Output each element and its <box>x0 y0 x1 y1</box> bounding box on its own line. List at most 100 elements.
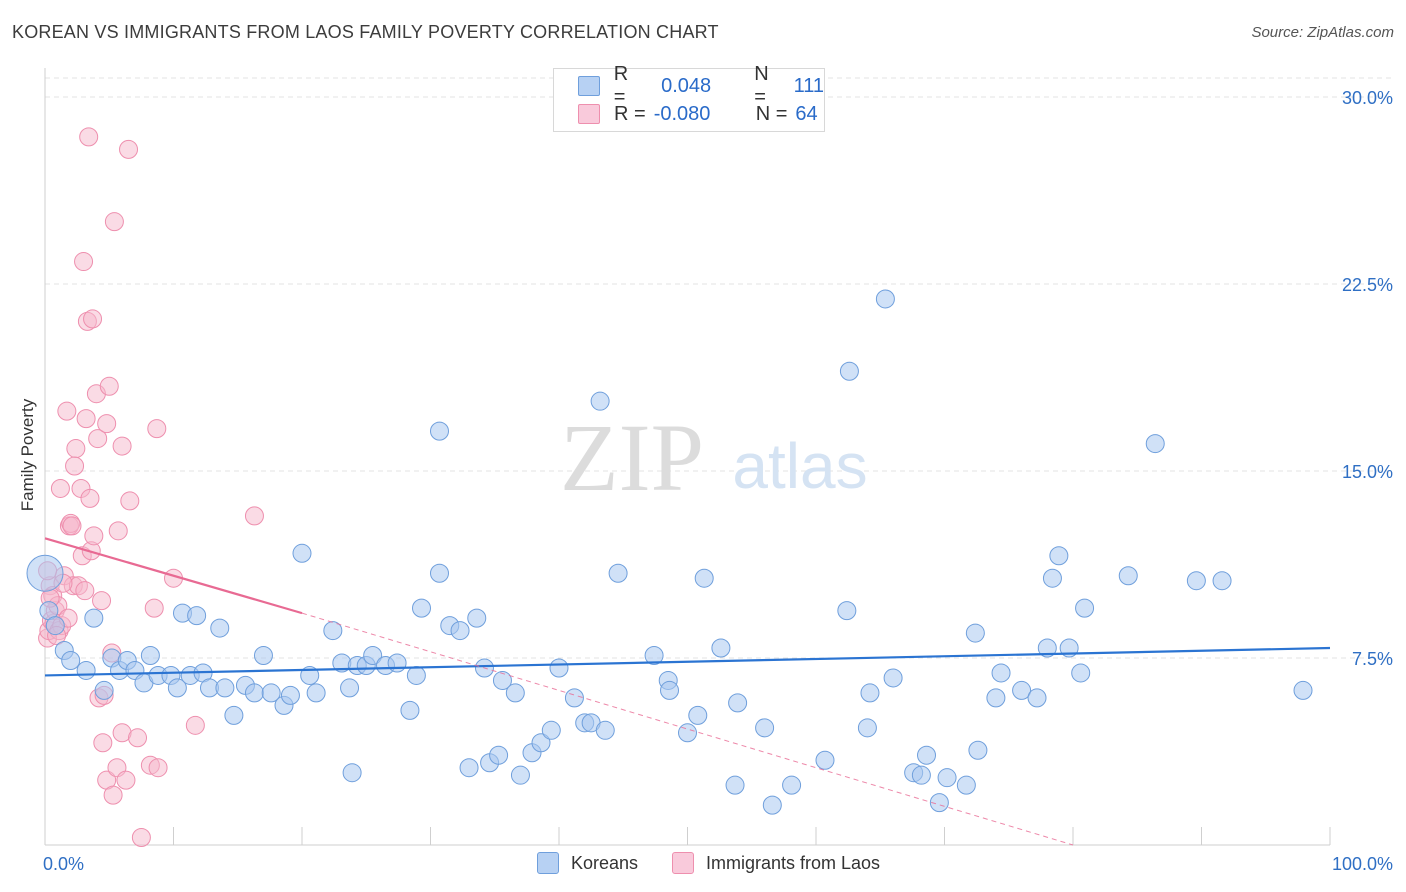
laos-n-label: N = <box>755 102 788 125</box>
korean-point-45 <box>412 598 432 618</box>
laos-legend-label: Immigrants from Laos <box>706 852 881 873</box>
laos-point-46 <box>120 491 140 511</box>
x-tick-label-1: 100.0% <box>1332 854 1393 874</box>
korean-point-50 <box>459 758 479 778</box>
laos-point-16 <box>65 456 85 476</box>
korean-point-51 <box>467 608 487 628</box>
korean-point-19 <box>187 606 207 626</box>
laos-point-63 <box>75 581 95 601</box>
korean-point-92 <box>956 775 976 795</box>
korean-point-22 <box>210 618 230 638</box>
korean-point-26 <box>244 683 264 703</box>
y-tick-label-3: 30.0% <box>1342 88 1393 108</box>
korean-point-41 <box>387 653 407 673</box>
korean-point-101 <box>1049 546 1069 566</box>
koreans-r-value: 0.048 <box>661 74 712 97</box>
korean-point-62 <box>564 688 584 708</box>
korean-point-100 <box>1042 568 1062 588</box>
korean-trend-line <box>44 646 1331 677</box>
laos-point-15 <box>66 439 86 459</box>
correlation-legend: R = 0.048 N = 111 R = -0.080 N = 64 <box>553 63 825 132</box>
laos-point-36 <box>99 376 119 396</box>
korean-point-83 <box>857 718 877 738</box>
axes <box>44 68 1331 846</box>
korean-point-74 <box>711 638 731 658</box>
laos-point-20 <box>74 252 94 272</box>
korean-point-31 <box>292 543 312 563</box>
laos-point-11 <box>57 401 77 421</box>
korean-point-16 <box>167 678 187 698</box>
korean-point-99 <box>1037 638 1057 658</box>
korean-point-105 <box>1118 566 1138 586</box>
laos-point-27 <box>84 526 104 546</box>
laos-point-47 <box>128 728 148 748</box>
korean-point-80 <box>815 750 835 770</box>
korean-point-4 <box>61 650 81 670</box>
y-tick-label-0: 7.5% <box>1352 649 1393 669</box>
grid-lines <box>45 77 1392 659</box>
korean-point-88 <box>911 765 931 785</box>
laos-point-60 <box>62 516 82 536</box>
korean-point-65 <box>590 391 610 411</box>
koreans-n-value: 111 <box>793 74 824 97</box>
laos-point-44 <box>116 770 136 790</box>
korean-point-27 <box>253 646 273 666</box>
laos-n-value: 64 <box>795 102 818 125</box>
korean-point-42 <box>342 763 362 783</box>
y-tick-label-2: 22.5% <box>1342 275 1393 295</box>
korean-point-5 <box>76 660 96 680</box>
laos-r-value: -0.080 <box>653 102 711 125</box>
laos-swatch <box>578 104 600 124</box>
korean-points <box>26 289 1313 815</box>
korean-point-39 <box>363 646 383 666</box>
korean-point-79 <box>782 775 802 795</box>
korean-point-76 <box>728 693 748 713</box>
y-tick-label-1: 15.0% <box>1342 462 1393 482</box>
koreans-swatch <box>578 76 600 96</box>
korean-point-91 <box>937 768 957 788</box>
laos-point-23 <box>79 127 99 147</box>
korean-point-93 <box>965 623 985 643</box>
korean-point-7 <box>94 680 114 700</box>
korean-point-78 <box>755 718 775 738</box>
korean-point-84 <box>860 683 880 703</box>
korean-point-107 <box>1186 571 1206 591</box>
laos-point-45 <box>119 139 139 159</box>
laos-point-55 <box>244 506 264 526</box>
korean-point-109 <box>1293 680 1313 700</box>
series-legend: Koreans Immigrants from Laos <box>0 852 1406 878</box>
korean-point-23 <box>215 678 235 698</box>
korean-point-57 <box>510 765 530 785</box>
korean-point-46 <box>429 421 449 441</box>
laos-point-39 <box>104 212 124 232</box>
korean-point-90 <box>929 793 949 813</box>
korean-point-59 <box>531 733 551 753</box>
korean-point-96 <box>991 663 1011 683</box>
korean-point-24 <box>224 705 244 725</box>
koreans-n-label: N = <box>754 63 769 108</box>
laos-trend-extension <box>301 612 1074 846</box>
korean-point-106 <box>1145 434 1165 454</box>
y-axis-label: Family Poverty <box>18 398 37 512</box>
korean-point-54 <box>489 745 509 765</box>
korean-point-103 <box>1071 663 1091 683</box>
chart-title: KOREAN VS IMMIGRANTS FROM LAOS FAMILY PO… <box>12 22 719 42</box>
laos-point-50 <box>144 598 164 618</box>
korean-point-95 <box>986 688 1006 708</box>
korean-point-104 <box>1075 598 1095 618</box>
watermark-zip: ZIP <box>560 404 704 511</box>
legend-row-koreans: R = 0.048 N = 111 <box>578 63 824 108</box>
korean-point-13 <box>140 646 160 666</box>
korean-point-2 <box>45 616 65 636</box>
koreans-legend-swatch <box>537 852 559 874</box>
korean-point-73 <box>694 568 714 588</box>
laos-point-38 <box>103 785 123 805</box>
laos-point-42 <box>112 436 132 456</box>
korean-point-28 <box>261 683 281 703</box>
korean-point-67 <box>608 563 628 583</box>
laos-point-35 <box>97 414 117 434</box>
korean-point-68 <box>644 646 664 666</box>
laos-point-29 <box>88 429 108 449</box>
korean-point-49 <box>450 621 470 641</box>
